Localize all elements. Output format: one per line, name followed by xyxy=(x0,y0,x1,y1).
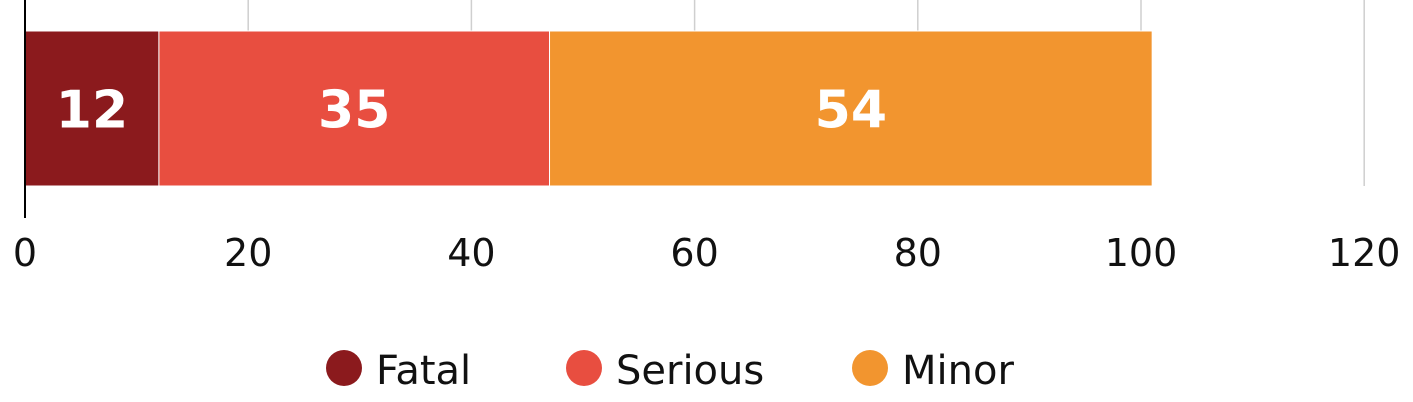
x-axis-ticks: 0 20 40 60 80 100 120 xyxy=(13,231,1401,275)
x-tick-label-20: 20 xyxy=(224,231,272,275)
x-tick-label-60: 60 xyxy=(670,231,718,275)
legend-label-serious: Serious xyxy=(616,348,764,394)
legend-swatch-minor xyxy=(852,350,888,386)
bar-segment-minor xyxy=(549,30,1153,187)
x-tick-label-120: 120 xyxy=(1328,231,1401,275)
legend-label-fatal: Fatal xyxy=(376,348,471,394)
legend-swatch-serious xyxy=(566,350,602,386)
legend-label-minor: Minor xyxy=(902,348,1014,394)
x-tick-label-100: 100 xyxy=(1105,231,1178,275)
x-tick-label-80: 80 xyxy=(894,231,942,275)
bar-segments xyxy=(24,30,1153,187)
bar-segment-fatal xyxy=(24,30,160,187)
data-label-serious: 35 xyxy=(318,81,390,141)
data-label-fatal: 12 xyxy=(56,81,128,141)
data-label-minor: 54 xyxy=(815,81,887,141)
x-tick-label-0: 0 xyxy=(13,231,37,275)
legend-swatch-fatal xyxy=(326,350,362,386)
x-tick-label-40: 40 xyxy=(447,231,495,275)
legend: Fatal Serious Minor xyxy=(326,348,1014,394)
data-labels: 12 35 54 xyxy=(56,81,887,141)
